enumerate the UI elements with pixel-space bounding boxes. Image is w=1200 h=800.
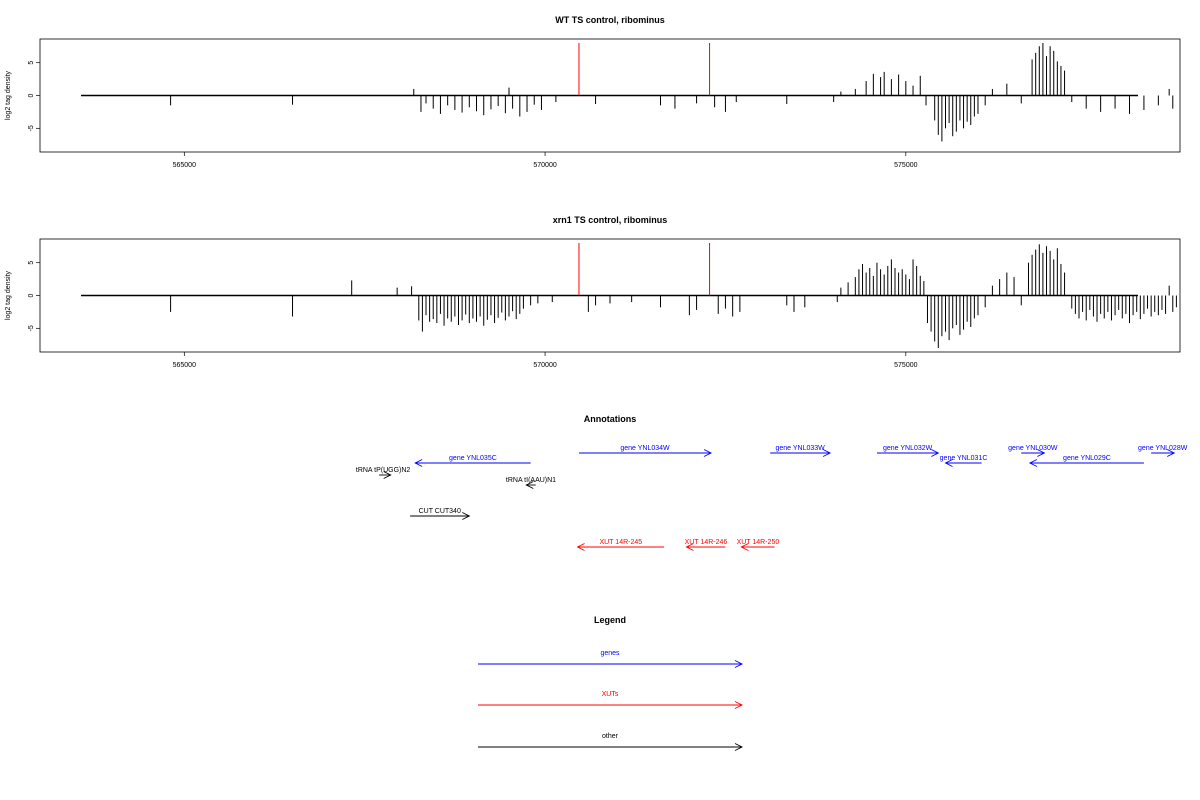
annotation-label: XUT 14R-246 [685, 539, 728, 546]
x-tick-label: 565000 [173, 162, 196, 169]
legend-section: Legend genes XUTs other [478, 615, 744, 751]
annotation-label: XUT 14R-250 [737, 539, 780, 546]
y-tick-label: -5 [28, 125, 35, 131]
annotation-label: XUT 14R-245 [599, 539, 642, 546]
legend-title: Legend [594, 615, 626, 625]
annotation-label: gene YNL032W [883, 445, 933, 452]
arrow-head [703, 449, 713, 457]
annotation-label: CUT CUT340 [419, 508, 461, 515]
arrow-head [740, 543, 749, 551]
panel-title: xrn1 TS control, ribominus [553, 215, 668, 225]
density-panels: WT TS control, ribominus log2 tag density… [5, 15, 1181, 369]
annotation-label: gene YNL034W [620, 445, 670, 452]
annotation-gene: gene YNL030W [1008, 445, 1058, 457]
arrow-head [734, 660, 744, 668]
legend-label: genes [600, 650, 620, 657]
annotation-other: tRNA tI(AAU)N1 [506, 477, 556, 489]
annotation-gene: gene YNL033W [770, 445, 832, 457]
annotation-gene: gene YNL034W [578, 445, 713, 457]
annotation-gene: gene YNL029C [1028, 455, 1144, 467]
arrow-head [944, 459, 953, 467]
legend-entry-other: other [478, 733, 744, 751]
annotation-label: gene YNL028W [1138, 445, 1188, 452]
annotation-label: gene YNL033W [775, 445, 825, 452]
arrow-head [931, 449, 940, 457]
x-tick-label: 575000 [894, 362, 917, 369]
annotation-gene: gene YNL031C [940, 455, 988, 467]
annotation-xut: XUT 14R-250 [737, 539, 780, 551]
annotations-section: Annotations gene YNL035C gene YNL034W gene … [356, 414, 1188, 551]
x-tick-label: 570000 [533, 362, 556, 369]
x-tick-label: 570000 [533, 162, 556, 169]
legend-entry-xut: XUTs [478, 691, 744, 709]
arrow-head [414, 459, 423, 467]
annotations-title: Annotations [584, 414, 637, 424]
y-tick-label: 0 [28, 293, 35, 297]
legend-label: XUTs [602, 691, 619, 698]
arrow-head [685, 543, 694, 551]
annotation-label: gene YNL030W [1008, 445, 1058, 452]
annotation-gene: gene YNL032W [876, 445, 940, 457]
density-panel-2: xrn1 TS control, ribominus log2 tag densi… [5, 215, 1181, 369]
annotation-label: tRNA tP(UGG)N2 [356, 467, 411, 474]
arrow-head [525, 481, 534, 489]
arrow-head [576, 543, 585, 551]
arrow-head [1037, 449, 1046, 457]
arrow-head [734, 701, 744, 709]
arrow-head [1028, 459, 1038, 467]
arrow-head [1167, 449, 1176, 457]
arrow-head [462, 512, 471, 520]
annotation-other: tRNA tP(UGG)N2 [356, 467, 411, 479]
annotation-label: gene YNL029C [1063, 455, 1111, 462]
annotation-xut: XUT 14R-246 [685, 539, 728, 551]
annotation-other: CUT CUT340 [410, 508, 471, 520]
arrow-head [383, 471, 392, 479]
annotation-gene: gene YNL035C [414, 455, 531, 467]
y-axis-label: log2 tag density [5, 70, 12, 120]
legend-entry-gene: genes [478, 650, 744, 668]
x-tick-label: 565000 [173, 362, 196, 369]
x-tick-label: 575000 [894, 162, 917, 169]
y-tick-label: -5 [28, 325, 35, 331]
density-panel-1: WT TS control, ribominus log2 tag density… [5, 15, 1181, 169]
arrow-head [822, 449, 832, 457]
legend-label: other [602, 733, 619, 740]
annotation-label: tRNA tI(AAU)N1 [506, 477, 556, 484]
annotation-label: gene YNL035C [449, 455, 497, 462]
y-tick-label: 5 [28, 261, 35, 265]
arrow-head [734, 743, 744, 751]
y-axis-label: log2 tag density [5, 270, 12, 320]
y-tick-label: 0 [28, 93, 35, 97]
y-tick-label: 5 [28, 61, 35, 65]
annotation-xut: XUT 14R-245 [576, 539, 665, 551]
annotation-label: gene YNL031C [940, 455, 988, 462]
panel-title: WT TS control, ribominus [555, 15, 665, 25]
annotation-gene: gene YNL028W [1138, 445, 1188, 457]
